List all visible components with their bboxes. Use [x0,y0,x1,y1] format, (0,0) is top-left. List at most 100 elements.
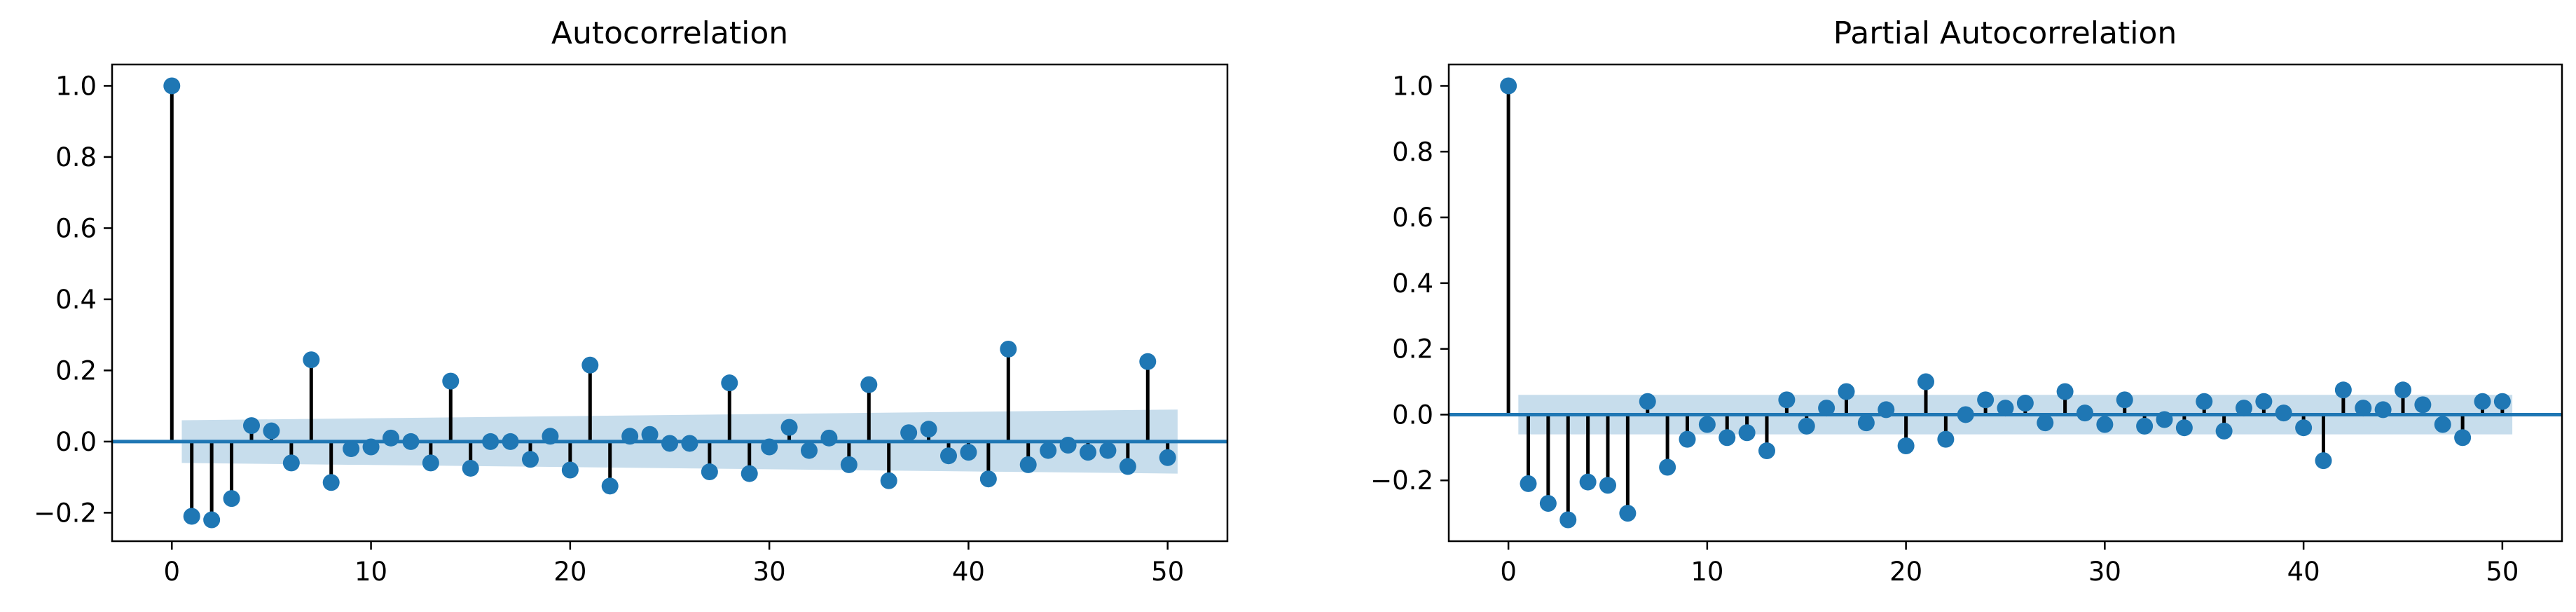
data-point [2096,416,2114,433]
data-point [761,438,778,456]
data-point [322,474,340,491]
data-point [820,429,838,447]
marker-layer [163,77,1176,529]
data-point [2156,411,2173,428]
y-tick-label: 1.0 [55,71,97,101]
data-point [282,454,300,472]
data-point [442,372,460,390]
data-point [1917,373,1934,390]
data-point [1559,511,1577,529]
x-tick-label: 50 [1151,557,1184,587]
data-point [840,456,857,473]
data-point [362,438,380,456]
data-point [2434,416,2451,433]
data-point [1159,449,1176,466]
data-point [163,77,181,95]
data-point [1099,442,1117,459]
data-point [2136,417,2154,435]
axis-layer: 0 10 20 30 40 50 −0.2 0.0 0.2 0.4 0.6 0.8 1.0 [1370,63,2563,587]
data-point [2395,381,2411,399]
data-point [183,508,200,525]
y-tick-label: 0.6 [1392,203,1433,233]
data-point [880,472,897,489]
data-point [2016,395,2034,412]
data-point [2255,393,2273,410]
data-point [1040,442,1057,459]
x-tick-label: 50 [2486,557,2519,587]
axes-frame [111,63,1229,543]
y-tick-label: 0.6 [55,213,97,243]
data-point [1059,436,1077,454]
data-point [462,459,479,477]
data-point [2076,404,2093,422]
data-point [2215,422,2233,440]
data-point [2334,381,2352,399]
y-tick-label: 0.8 [55,142,97,172]
data-point [1520,475,1537,492]
data-point [1758,442,1775,460]
data-point [1659,458,1676,476]
data-point [343,440,360,458]
stem-layer [1506,86,2505,520]
data-point [402,433,420,450]
data-point [2196,393,2213,410]
data-point [1000,340,1017,358]
data-point [561,461,579,479]
y-tick-label: 0.4 [55,285,97,315]
data-point [960,444,977,461]
y-tick-label: 0.2 [55,355,97,386]
data-point [1119,458,1136,475]
data-point [2175,419,2193,437]
data-point [1080,444,1096,461]
data-point [303,351,320,369]
data-point [383,429,399,447]
y-tick-label: 0.0 [55,427,97,457]
data-point [681,435,698,452]
data-point [641,426,659,443]
y-tick-label: 0.4 [1392,268,1433,299]
data-point [920,421,937,438]
data-point [581,356,599,374]
data-point [661,435,678,452]
data-point [940,447,957,465]
data-point [1719,429,1736,447]
data-point [1818,400,1835,417]
data-point [900,424,918,442]
data-point [1579,473,1597,491]
x-tick-label: 40 [952,557,985,587]
data-point [2454,429,2472,447]
data-point [223,490,240,508]
data-point [701,463,718,481]
data-point [2355,400,2372,417]
y-tick-label: 0.8 [1392,137,1433,167]
y-tick-label: 0.2 [1392,334,1433,365]
data-point [2295,419,2313,437]
x-tick-label: 0 [164,557,181,587]
data-point [1679,430,1696,448]
data-point [263,422,280,440]
x-tick-label: 40 [2287,557,2320,587]
data-point [1977,391,1995,409]
data-point [243,417,260,435]
data-point [2493,393,2511,410]
data-point [2236,400,2252,417]
y-tick-label: 1.0 [1392,71,1433,101]
data-point [542,428,559,445]
data-point [482,433,500,450]
data-point [979,470,997,488]
data-point [422,454,439,472]
data-point [1997,400,2014,417]
data-point [1639,393,1656,410]
partial-autocorrelation-panel: Partial Autocorrelation 0 10 20 30 40 50−0.20… [1370,15,2563,587]
data-point [1500,77,1517,95]
data-point [2056,383,2074,400]
x-tick-label: 20 [553,557,586,587]
y-tick-label: −0.2 [1370,465,1433,496]
y-tick-label: −0.2 [34,498,97,528]
data-point [1698,416,1716,433]
axes-frame [1447,63,2563,543]
data-point [2116,391,2133,409]
data-point [1798,417,1815,435]
data-point [721,374,738,392]
